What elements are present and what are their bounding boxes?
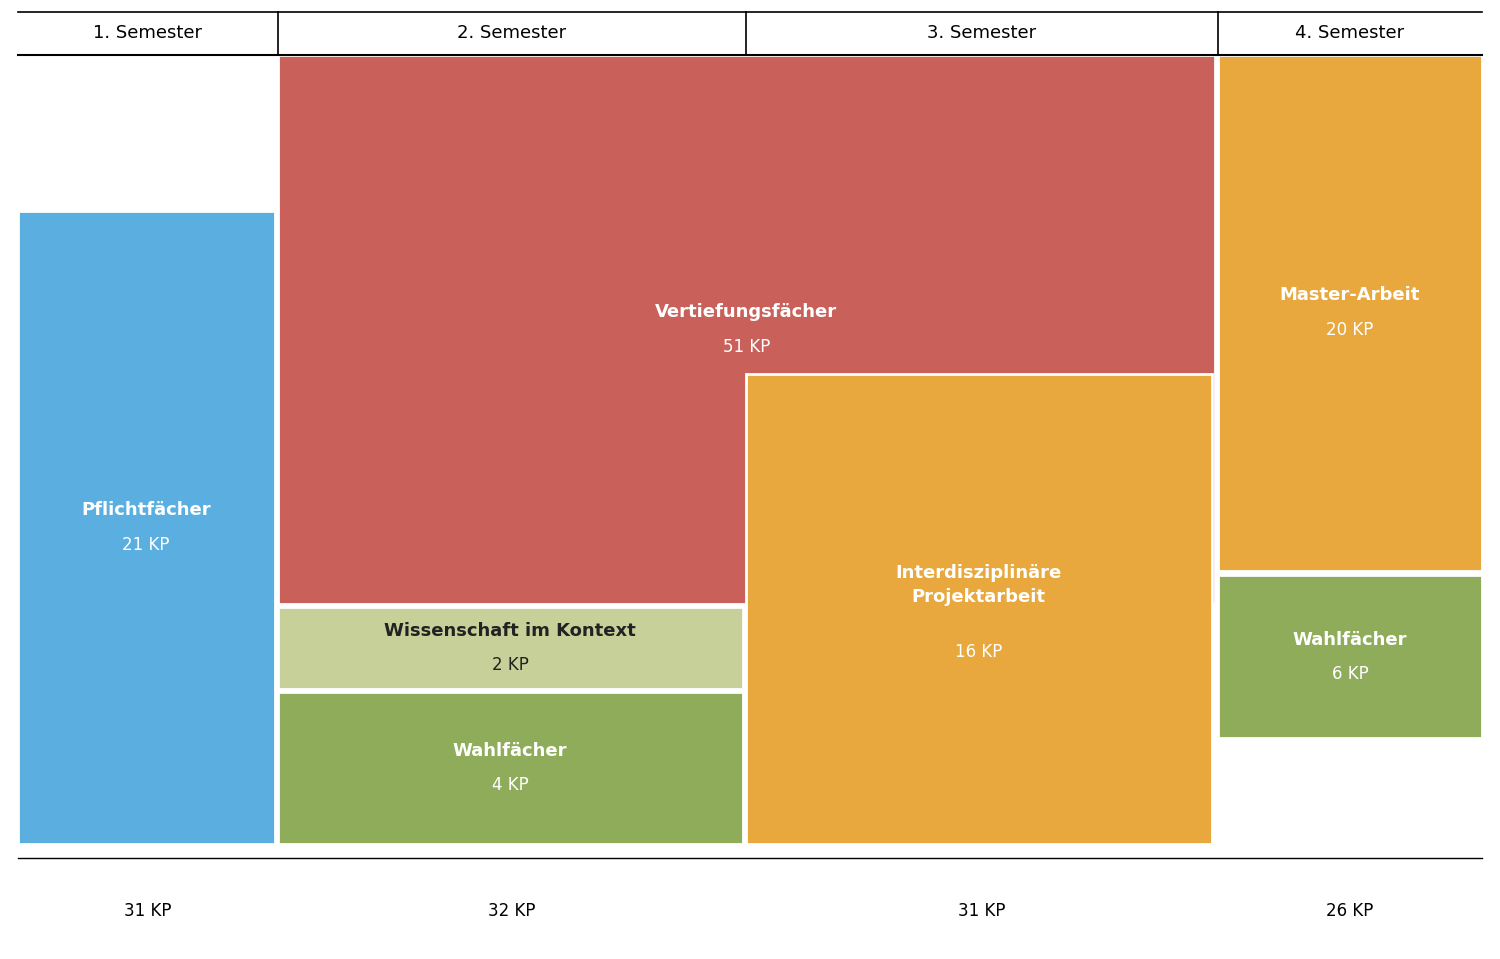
Text: Wahlfächer: Wahlfächer	[1293, 631, 1407, 648]
Bar	[1218, 55, 1482, 571]
Text: Wissenschaft im Kontext: Wissenschaft im Kontext	[384, 621, 636, 640]
Text: 51 KP: 51 KP	[723, 338, 770, 356]
Text: 4 KP: 4 KP	[492, 777, 528, 794]
Bar	[746, 374, 1212, 844]
Bar	[278, 607, 742, 689]
Bar	[18, 211, 274, 844]
Text: 32 KP: 32 KP	[488, 902, 536, 920]
Bar	[1218, 575, 1482, 738]
Text: 31 KP: 31 KP	[958, 902, 1005, 920]
Text: 31 KP: 31 KP	[124, 902, 171, 920]
Bar	[278, 55, 1215, 604]
Text: 16 KP: 16 KP	[956, 643, 1002, 661]
Text: 2 KP: 2 KP	[492, 656, 528, 674]
Text: 1. Semester: 1. Semester	[93, 24, 202, 42]
Text: 21 KP: 21 KP	[123, 536, 170, 553]
Text: 4. Semester: 4. Semester	[1296, 24, 1404, 42]
Text: 20 KP: 20 KP	[1326, 321, 1374, 339]
Text: Interdisziplinäre
Projektarbeit: Interdisziplinäre Projektarbeit	[896, 564, 1062, 606]
Text: 6 KP: 6 KP	[1332, 666, 1368, 683]
Text: Pflichtfächer: Pflichtfächer	[81, 502, 212, 519]
Text: Master-Arbeit: Master-Arbeit	[1280, 287, 1420, 304]
Text: 2. Semester: 2. Semester	[458, 24, 566, 42]
Text: 3. Semester: 3. Semester	[927, 24, 1036, 42]
Bar	[278, 692, 742, 844]
Text: Wahlfächer: Wahlfächer	[453, 742, 567, 760]
Text: Vertiefungsfächer: Vertiefungsfächer	[656, 303, 837, 321]
Text: 26 KP: 26 KP	[1326, 902, 1374, 920]
